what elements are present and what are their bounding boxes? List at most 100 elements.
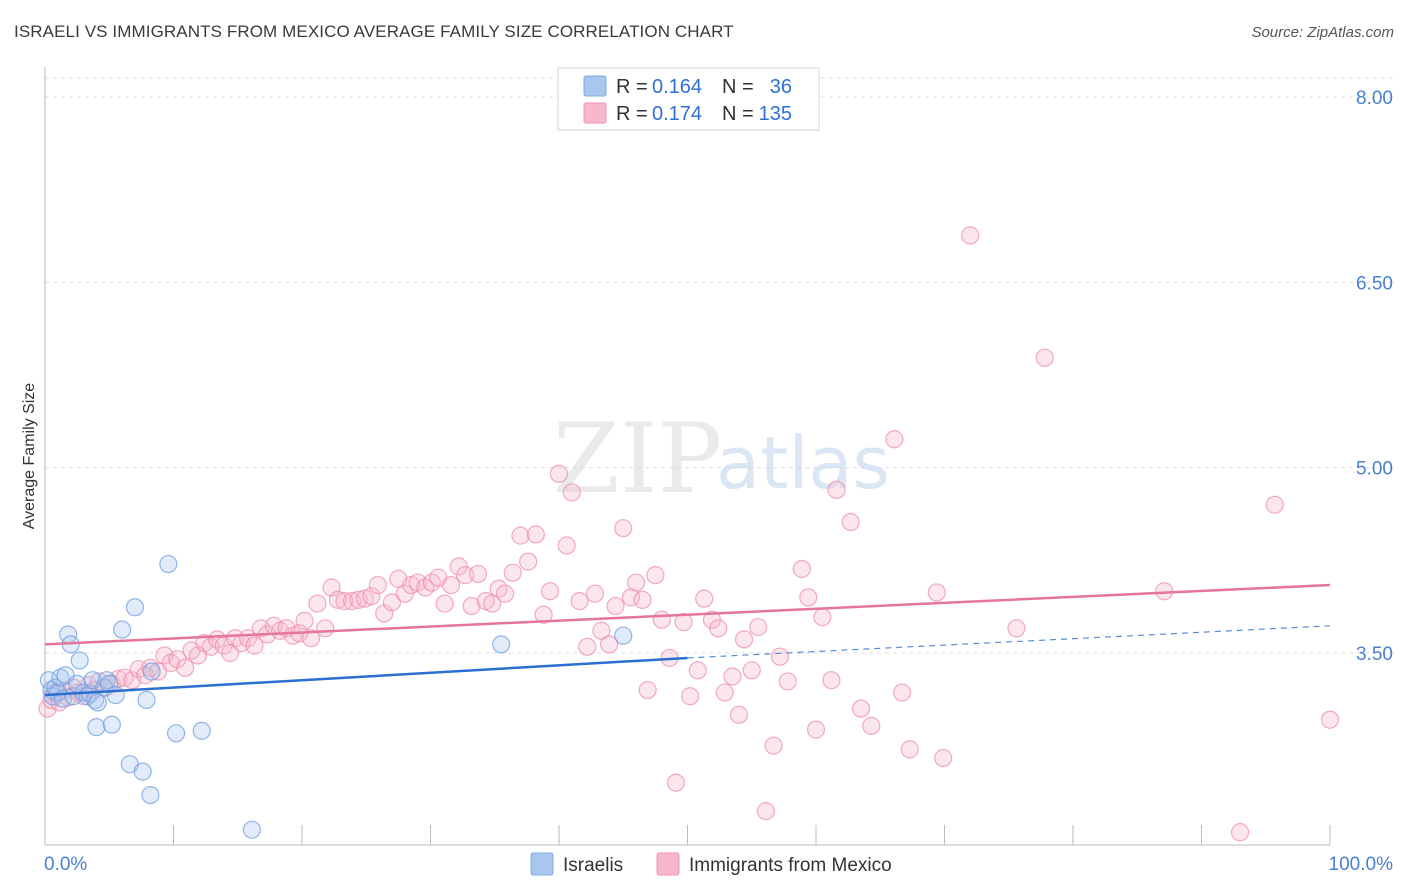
scatter-point xyxy=(456,566,475,585)
y-tick-label: 5.00 xyxy=(1356,459,1393,480)
scatter-point xyxy=(492,635,511,654)
scatter-point xyxy=(851,699,871,718)
grid-lines xyxy=(45,77,1393,654)
chart-title: ISRAELI VS IMMIGRANTS FROM MEXICO AVERAG… xyxy=(14,22,734,41)
scatter-point xyxy=(368,575,387,595)
scatter-point xyxy=(503,563,522,582)
scatter-point xyxy=(549,464,569,483)
scatter-point xyxy=(688,661,707,680)
y-tick-label: 6.50 xyxy=(1356,273,1393,294)
scatter-point xyxy=(892,683,912,702)
legend-n-value: 36 xyxy=(770,76,792,98)
scatter-point xyxy=(175,658,195,677)
legend-r-value: 0.174 xyxy=(652,103,702,125)
scatter-point xyxy=(468,564,488,584)
watermark-zip: ZIP xyxy=(553,403,722,515)
scatter-point xyxy=(534,605,553,624)
source-label: Source: ZipAtlas.com xyxy=(1251,24,1394,41)
scatter-point xyxy=(900,740,919,759)
scatter-point xyxy=(382,593,402,612)
scatter-point xyxy=(578,637,597,656)
scatter-point xyxy=(862,716,881,735)
scatter-point xyxy=(841,512,860,532)
scatter-point xyxy=(1320,710,1340,729)
scatter-point xyxy=(695,589,714,608)
scatter-point xyxy=(70,651,89,670)
scatter-point xyxy=(934,748,953,768)
scatter-point xyxy=(245,636,264,655)
scatter-point xyxy=(495,584,515,603)
scatter-point xyxy=(1007,619,1026,638)
scatter-point xyxy=(142,662,161,681)
scatter-point xyxy=(87,718,106,737)
scatter-point xyxy=(192,721,211,740)
scatter-point xyxy=(792,559,811,579)
scatter-point xyxy=(112,620,132,639)
scatter-point xyxy=(806,720,826,739)
scatter-point xyxy=(614,519,633,538)
scatter-point xyxy=(680,687,700,706)
scatter-point xyxy=(666,773,686,792)
scatter-point xyxy=(557,536,576,555)
scatter-point xyxy=(614,626,633,645)
scatter-point xyxy=(316,619,335,638)
series-legend-label-mexico: Immigrants from Mexico xyxy=(689,855,892,876)
scatter-point xyxy=(137,690,156,710)
scatter-point xyxy=(827,480,846,500)
scatter-point xyxy=(1230,823,1250,842)
y-tick-labels: 3.50 5.00 6.50 8.00 xyxy=(1356,88,1393,665)
scatter-point xyxy=(362,587,381,606)
scatter-point xyxy=(709,619,728,638)
legend-n-value: 135 xyxy=(759,103,792,125)
scatter-point xyxy=(742,661,761,680)
scatter-point xyxy=(435,594,454,613)
scatter-point xyxy=(159,554,178,574)
scatter-point xyxy=(734,630,754,649)
scatter-point xyxy=(652,610,671,629)
scatter-point xyxy=(570,592,589,611)
trend-lines xyxy=(44,583,1331,697)
scatter-point xyxy=(674,613,693,632)
scatter-point xyxy=(626,573,646,592)
scatter-point xyxy=(106,685,125,705)
trend-line-israelis-extension xyxy=(687,625,1331,659)
legend-n-label: N = xyxy=(722,76,754,98)
scatter-point xyxy=(102,715,121,734)
scatter-point xyxy=(526,525,545,544)
scatter-point xyxy=(756,802,775,821)
scatter-point xyxy=(308,594,327,613)
scatter-point xyxy=(511,526,530,545)
scatter-point xyxy=(540,582,560,601)
scatter-point xyxy=(133,762,152,781)
scatter-point xyxy=(927,583,946,602)
scatter-point xyxy=(462,596,481,616)
legend-r-label: R = xyxy=(616,76,648,98)
scatter-point xyxy=(799,588,818,607)
legend-n-label: N = xyxy=(722,103,754,125)
y-tick-label: 3.50 xyxy=(1356,644,1393,665)
scatter-point xyxy=(585,584,605,603)
series-mexico-points xyxy=(38,226,1340,842)
scatter-point xyxy=(242,820,261,839)
scatter-point xyxy=(633,590,652,609)
x-tick-label: 100.0% xyxy=(1329,854,1394,875)
scatter-point xyxy=(813,608,832,627)
legend-r-label: R = xyxy=(616,103,648,125)
scatter-point xyxy=(822,671,841,690)
watermark-atlas: atlas xyxy=(716,421,890,505)
scatter-point xyxy=(638,680,657,700)
scatter-point xyxy=(646,566,665,585)
scatter-point xyxy=(441,575,461,595)
scatter-point xyxy=(141,785,160,805)
scatter-point xyxy=(600,635,619,654)
scatter-point xyxy=(764,736,783,755)
scatter-point xyxy=(592,621,611,640)
y-axis-title: Average Family Size xyxy=(21,383,38,530)
trend-line-israelis xyxy=(44,656,688,697)
legend-swatch-mexico xyxy=(583,102,607,124)
scatter-point xyxy=(335,592,354,611)
series-legend-swatch-israelis xyxy=(530,852,554,876)
scatter-point xyxy=(125,598,145,617)
series-legend-label-israelis: Israelis xyxy=(563,855,623,876)
scatter-point xyxy=(961,226,980,245)
